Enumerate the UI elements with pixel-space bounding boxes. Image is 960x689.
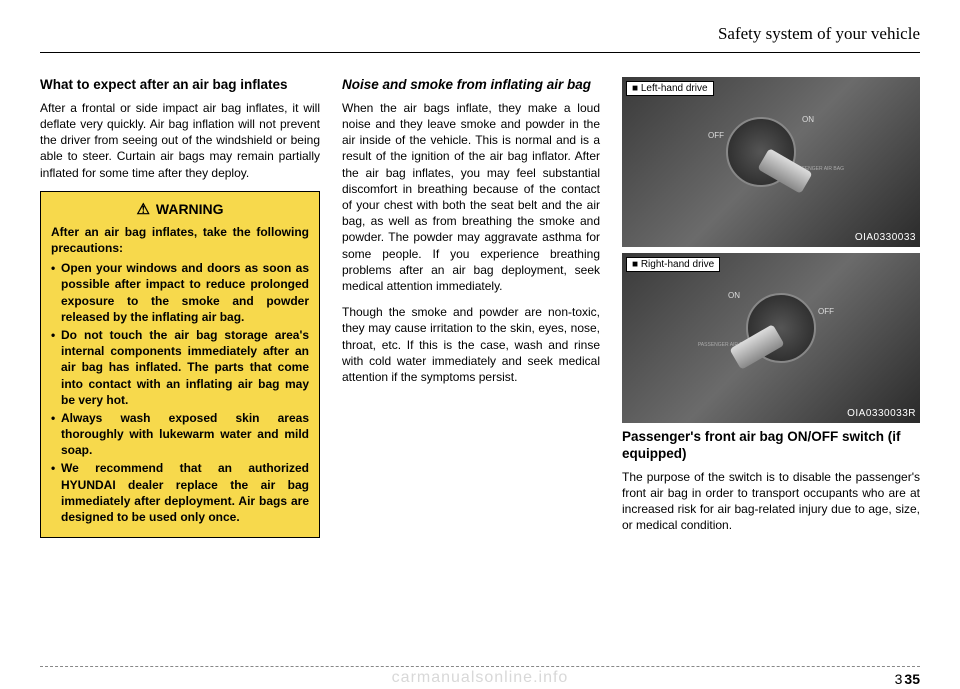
warning-item: Always wash exposed skin areas thoroughl… [51, 410, 309, 459]
warning-item: Open your windows and doors as soon as p… [51, 260, 309, 325]
column-2: Noise and smoke from inflating air bag W… [342, 77, 600, 544]
watermark: carmanualsonline.info [392, 669, 569, 687]
warning-title: WARNING [51, 200, 309, 218]
column-1: What to expect after an air bag inflates… [40, 77, 320, 544]
content-columns: What to expect after an air bag inflates… [40, 77, 920, 544]
warning-lead: After an air bag inflates, take the foll… [51, 224, 309, 256]
switch-graphic: ON OFF PASSENGER AIR BAG [726, 117, 816, 207]
image-label: ■ Left-hand drive [626, 81, 714, 96]
col1-heading: What to expect after an air bag inflates [40, 77, 320, 94]
switch-graphic: ON OFF PASSENGER AIR BAG [726, 293, 816, 383]
off-label: OFF [708, 131, 724, 140]
image-code: OIA0330033R [847, 408, 916, 419]
warning-list: Open your windows and doors as soon as p… [51, 260, 309, 525]
column-3: ■ Left-hand drive ON OFF PASSENGER AIR B… [622, 77, 920, 544]
image-code: OIA0330033 [855, 232, 916, 243]
col1-paragraph: After a frontal or side impact air bag i… [40, 100, 320, 181]
warning-item: Do not touch the air bag storage area's … [51, 327, 309, 408]
col3-paragraph: The purpose of the switch is to disable … [622, 469, 920, 534]
warning-box: WARNING After an air bag inflates, take … [40, 191, 320, 538]
airbag-switch-image-left: ■ Left-hand drive ON OFF PASSENGER AIR B… [622, 77, 920, 247]
airbag-switch-image-right: ■ Right-hand drive ON OFF PASSENGER AIR … [622, 253, 920, 423]
on-label: ON [802, 115, 814, 124]
page-number: 335 [895, 671, 920, 687]
col2-paragraph-2: Though the smoke and powder are non-toxi… [342, 304, 600, 385]
warning-item: We recommend that an authorized HYUNDAI … [51, 460, 309, 525]
page-number-value: 35 [904, 671, 920, 687]
col3-heading: Passenger's front air bag ON/OFF switch … [622, 429, 920, 463]
section-number: 3 [895, 671, 903, 687]
image-label: ■ Right-hand drive [626, 257, 720, 272]
on-label: ON [728, 291, 740, 300]
page-header: Safety system of your vehicle [40, 24, 920, 53]
col2-heading: Noise and smoke from inflating air bag [342, 77, 600, 94]
off-label: OFF [818, 307, 834, 316]
col2-paragraph-1: When the air bags inflate, they make a l… [342, 100, 600, 294]
